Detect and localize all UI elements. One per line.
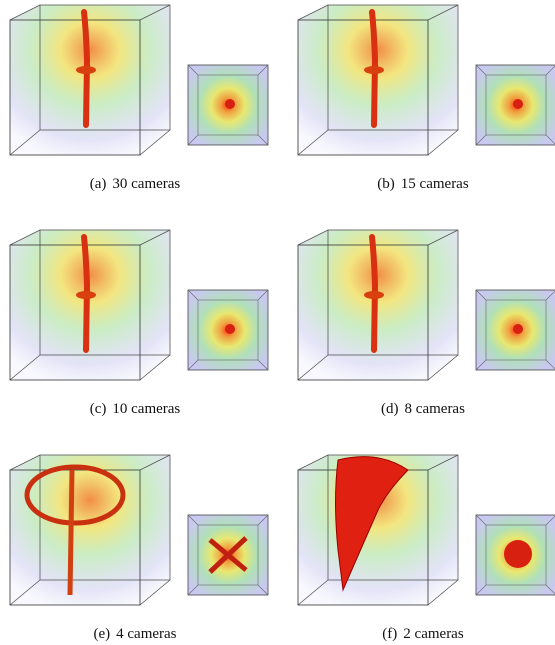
volume xyxy=(10,5,170,155)
caption: (d) 8 cameras xyxy=(381,401,465,417)
top-structure xyxy=(513,99,523,109)
caption-label: (d) xyxy=(381,401,399,417)
caption-text: 8 cameras xyxy=(405,401,466,417)
subfigure: (d) 8 cameras xyxy=(298,230,555,417)
caption: (b) 15 cameras xyxy=(377,176,469,192)
volume xyxy=(298,5,458,155)
subfigure: (b) 15 cameras xyxy=(298,5,555,192)
figure: (a)30 cameras(b)15 cameras(c)10 cameras(… xyxy=(0,0,555,645)
top-structure xyxy=(225,99,235,109)
caption: (e) 4 cameras xyxy=(93,626,176,642)
caption-label: (b) xyxy=(377,176,395,192)
structure xyxy=(76,291,96,299)
caption-text: 4 cameras xyxy=(116,626,177,642)
subfigure: (c) 10 cameras xyxy=(10,230,268,417)
caption: (a) 30 cameras xyxy=(90,176,181,192)
structure xyxy=(364,66,384,74)
structure xyxy=(76,66,96,74)
volume xyxy=(298,230,458,380)
caption-text: 30 cameras xyxy=(112,176,180,192)
volume xyxy=(10,230,170,380)
caption-text: 10 cameras xyxy=(112,401,180,417)
caption: (f) 2 cameras xyxy=(382,626,464,642)
top-structure xyxy=(513,324,523,334)
top-structure xyxy=(504,540,532,568)
subfigure: (e) 4 cameras xyxy=(10,455,268,642)
caption-label: (a) xyxy=(90,176,107,192)
structure xyxy=(364,291,384,299)
caption-label: (f) xyxy=(382,626,397,642)
caption-text: 15 cameras xyxy=(401,176,469,192)
subfigure: (a) 30 cameras xyxy=(10,5,268,192)
top-structure xyxy=(225,324,235,334)
caption-label: (c) xyxy=(90,401,107,417)
caption: (c) 10 cameras xyxy=(90,401,181,417)
caption-label: (e) xyxy=(93,626,110,642)
structure xyxy=(70,470,72,595)
subfigure: (f) 2 cameras xyxy=(298,455,555,642)
caption-text: 2 cameras xyxy=(403,626,464,642)
